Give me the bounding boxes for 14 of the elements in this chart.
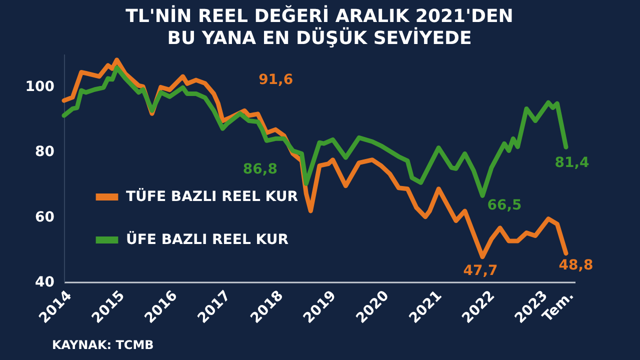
annotation: 66,5	[487, 198, 522, 214]
annotation: 48,8	[558, 257, 594, 274]
annotation: 81,4	[554, 155, 590, 172]
y-tick-label: 40	[35, 274, 55, 290]
legend-label: ÜFE BAZLI REEL KUR	[126, 231, 289, 248]
legend-label: TÜFE BAZLI REEL KUR	[126, 188, 298, 205]
y-tick-label: 80	[35, 144, 55, 160]
chart-title: TL'NİN REEL DEĞERİ ARALIK 2021'DEN BU YANA EN DÜŞÜK SEVİYEDE	[126, 5, 514, 49]
y-tick-label: 60	[35, 209, 55, 226]
text: KAYNAK: TCMB	[52, 338, 154, 352]
annotation: 91,6	[258, 72, 294, 88]
y-tick-label: 100	[25, 79, 55, 96]
annotation: 47,7	[463, 262, 498, 279]
annotation: 86,8	[242, 162, 278, 178]
